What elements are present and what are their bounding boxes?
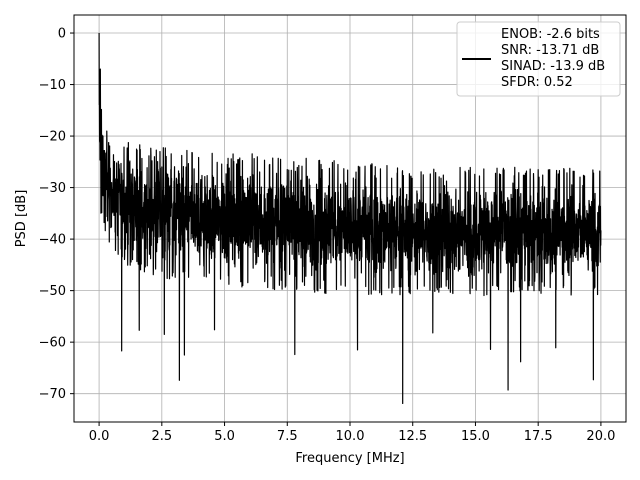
y-tick-label: −20 — [39, 130, 66, 145]
y-axis-label: PSD [dB] — [14, 190, 29, 248]
x-tick-label: 0.0 — [89, 429, 110, 444]
x-tick-label: 10.0 — [336, 429, 365, 444]
y-tick-label: −60 — [39, 336, 66, 351]
y-tick-label: −40 — [39, 233, 66, 248]
x-tick-label: 17.5 — [524, 429, 553, 444]
y-tick-label: 0 — [58, 27, 66, 42]
psd-series — [98, 33, 602, 405]
x-tick-label: 2.5 — [151, 429, 172, 444]
legend-sinad: SINAD: -13.9 dB — [501, 59, 605, 74]
psd-line — [98, 33, 602, 405]
x-tick-label: 5.0 — [214, 429, 235, 444]
x-tick-label: 12.5 — [398, 429, 427, 444]
x-tick-label: 15.0 — [461, 429, 490, 444]
legend: ENOB: -2.6 bits SNR: -13.71 dB SINAD: -1… — [456, 21, 621, 97]
y-ticks: 0 −10 −20 −30 −40 −50 −60 −70 — [39, 27, 74, 402]
y-tick-label: −30 — [39, 181, 66, 196]
legend-enob: ENOB: -2.6 bits — [501, 27, 600, 42]
y-tick-label: −70 — [39, 387, 66, 402]
y-tick-label: −50 — [39, 284, 66, 299]
y-tick-label: −10 — [39, 78, 66, 93]
legend-snr: SNR: -13.71 dB — [501, 43, 599, 58]
x-axis-label: Frequency [MHz] — [295, 451, 404, 466]
x-tick-label: 20.0 — [586, 429, 615, 444]
legend-box — [456, 21, 621, 97]
x-tick-label: 7.5 — [277, 429, 298, 444]
x-ticks: 0.0 2.5 5.0 7.5 10.0 12.5 15.0 17.5 20.0 — [89, 422, 615, 444]
legend-sfdr: SFDR: 0.52 — [501, 75, 573, 90]
